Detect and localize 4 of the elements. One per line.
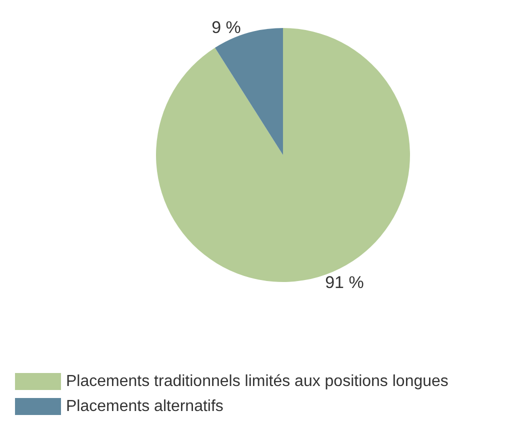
data-label: 91 % [325, 273, 364, 292]
legend-label: Placements traditionnels limités aux positions longues [66, 373, 448, 390]
data-label: 9 % [212, 18, 241, 37]
legend-label: Placements alternatifs [66, 398, 224, 415]
